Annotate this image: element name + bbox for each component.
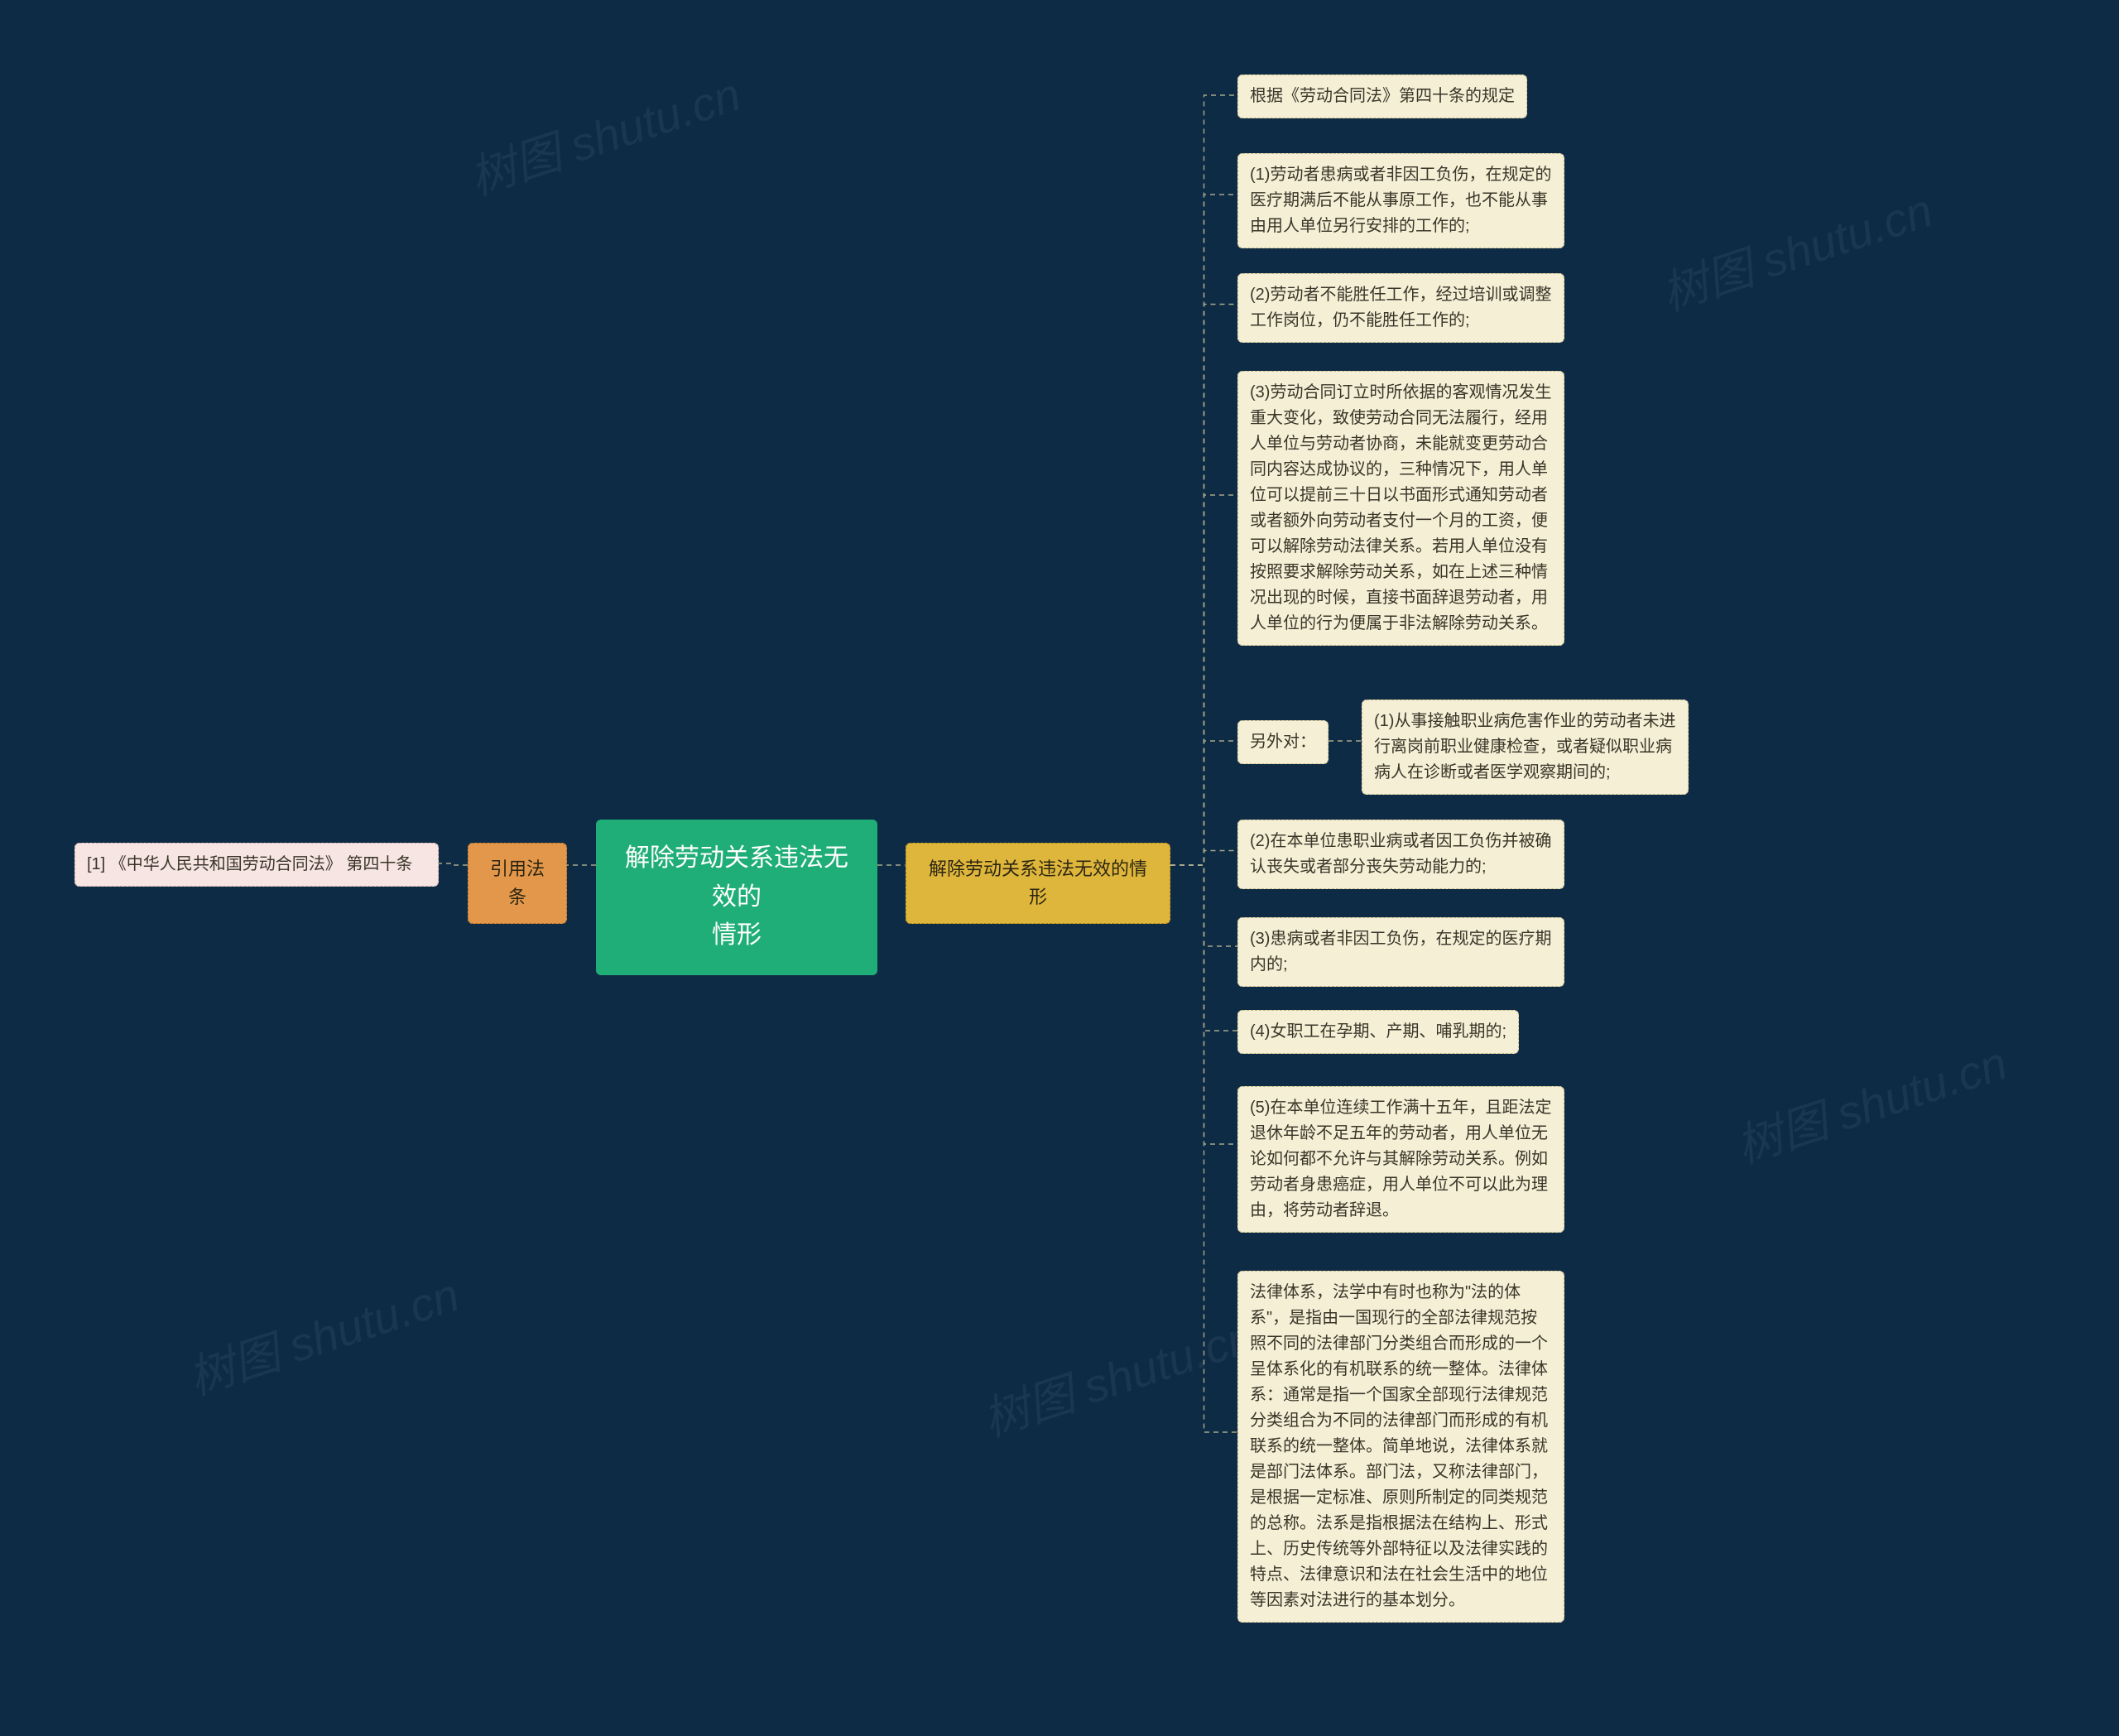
r2[interactable]: (1)劳动者患病或者非因工负伤，在规定的医疗期满后不能从事原工作，也不能从事由用… [1237,153,1564,248]
r8[interactable]: (4)女职工在孕期、产期、哺乳期的; [1237,1010,1519,1054]
r4[interactable]: (3)劳动合同订立时所依据的客观情况发生重大变化，致使劳动合同无法履行，经用人单… [1237,371,1564,646]
r5[interactable]: 另外对： [1237,720,1329,764]
r1[interactable]: 根据《劳动合同法》第四十条的规定 [1237,75,1527,118]
b-right[interactable]: 解除劳动关系违法无效的情形 [906,843,1170,924]
r9[interactable]: (5)在本单位连续工作满十五年，且距法定退休年龄不足五年的劳动者，用人单位无论如… [1237,1086,1564,1233]
r7[interactable]: (3)患病或者非因工负伤，在规定的医疗期内的; [1237,917,1564,987]
root[interactable]: 解除劳动关系违法无效的情形 [596,820,877,975]
r5a[interactable]: (1)从事接触职业病危害作业的劳动者未进行离岗前职业健康检查，或者疑似职业病病人… [1362,700,1689,795]
r10[interactable]: 法律体系，法学中有时也称为"法的体系"，是指由一国现行的全部法律规范按照不同的法… [1237,1271,1564,1623]
r3[interactable]: (2)劳动者不能胜任工作，经过培训或调整工作岗位，仍不能胜任工作的; [1237,273,1564,343]
b-left[interactable]: 引用法条 [468,843,567,924]
l-left-1[interactable]: [1] 《中华人民共和国劳动合同法》 第四十条 [74,843,439,887]
r6[interactable]: (2)在本单位患职业病或者因工负伤并被确认丧失或者部分丧失劳动能力的; [1237,820,1564,889]
